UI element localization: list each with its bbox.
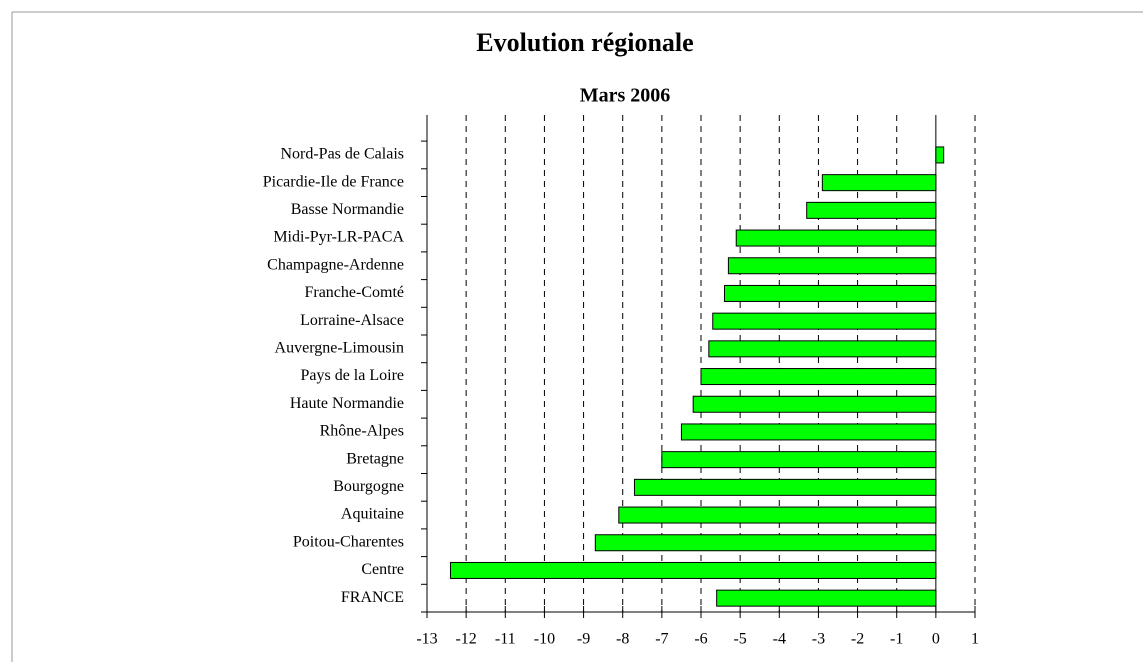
y-tick-label: Centre — [361, 561, 404, 578]
bar — [821, 174, 937, 192]
bar — [618, 506, 937, 524]
bar — [712, 312, 937, 330]
y-tick-label: Poitou-Charentes — [293, 533, 404, 550]
y-tick-label: Aquitaine — [341, 506, 404, 523]
y-tick-label: Bourgogne — [333, 478, 404, 495]
y-tick-label: Champagne-Ardenne — [267, 256, 404, 273]
x-tick-label: -8 — [616, 631, 629, 648]
bar — [661, 451, 937, 469]
x-tick-label: -5 — [733, 631, 746, 648]
x-tick-label: -10 — [534, 631, 555, 648]
bar — [692, 395, 937, 413]
x-tick-label: 1 — [971, 631, 979, 648]
bar — [633, 478, 937, 496]
bar — [708, 340, 937, 358]
chart-title: Evolution régionale — [476, 28, 693, 57]
x-tick-label: -9 — [577, 631, 590, 648]
y-tick-label: Nord-Pas de Calais — [280, 146, 404, 163]
x-tick-label: -11 — [495, 631, 516, 648]
bar — [594, 534, 937, 552]
bar — [716, 589, 937, 607]
bar — [700, 368, 937, 386]
y-tick-label: Picardie-Ile de France — [263, 173, 404, 190]
x-tick-label: -6 — [694, 631, 707, 648]
bar — [806, 201, 937, 219]
x-tick-label: -4 — [773, 631, 786, 648]
y-tick-label: Pays de la Loire — [300, 367, 404, 384]
bar — [935, 146, 945, 164]
y-tick-label: Lorraine-Alsace — [300, 312, 404, 329]
y-tick-label: Franche-Comté — [304, 284, 404, 301]
bar — [727, 257, 937, 275]
y-tick-label: Bretagne — [346, 450, 404, 467]
bar — [735, 229, 937, 247]
x-tick-label: -1 — [890, 631, 903, 648]
bar — [723, 284, 937, 302]
chart-subtitle: Mars 2006 — [580, 85, 671, 107]
bar — [449, 561, 937, 579]
y-tick-label: FRANCE — [341, 589, 404, 606]
x-tick-label: -7 — [655, 631, 668, 648]
x-tick-label: 0 — [932, 631, 940, 648]
x-tick-label: -3 — [812, 631, 825, 648]
y-tick-label: Midi-Pyr-LR-PACA — [273, 229, 404, 246]
x-tick-label: -13 — [416, 631, 437, 648]
bar — [680, 423, 937, 441]
y-tick-label: Haute Normandie — [290, 395, 404, 412]
y-tick-label: Auvergne-Limousin — [275, 340, 404, 357]
y-tick-label: Basse Normandie — [291, 201, 404, 218]
x-tick-label: -12 — [455, 631, 476, 648]
x-tick-label: -2 — [851, 631, 864, 648]
y-tick-label: Rhône-Alpes — [320, 423, 404, 440]
